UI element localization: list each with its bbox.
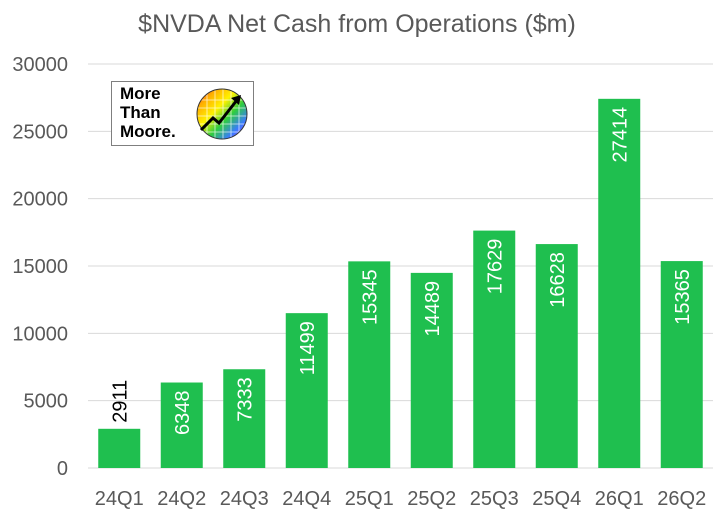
y-axis-ticks: 0 5000 10000 15000 20000 25000 30000 [12,54,68,480]
logo-line-1: More [120,84,161,103]
x-tick-label: 25Q4 [532,488,581,510]
data-label-25Q4: 16628 [547,252,569,308]
data-label-24Q2: 6348 [172,391,194,436]
chart-title: $NVDA Net Cash from Operations ($m) [138,10,576,38]
rainbow-chart-arrow-icon [196,88,248,140]
data-labels: 2911 6348 7333 11499 15345 14489 17629 16628 274… [109,107,694,435]
x-tick-label: 24Q3 [220,488,269,510]
data-label-25Q1: 15345 [359,269,381,325]
bar-25Q1 [348,261,391,468]
x-tick-label: 24Q4 [282,488,331,510]
x-axis-ticks: 24Q1 24Q2 24Q3 24Q4 25Q1 25Q2 25Q3 25Q4 26Q1 26Q2 [95,488,706,510]
y-tick-label: 30000 [12,54,68,76]
more-than-moore-logo: More Than Moore. [111,81,254,146]
x-tick-label: 26Q1 [595,488,644,510]
bar-24Q4 [285,313,328,468]
bar-26Q1 [598,98,641,468]
y-tick-label: 5000 [24,391,69,413]
y-tick-label: 0 [57,458,68,480]
bar-26Q2 [660,261,703,468]
x-tick-label: 24Q1 [95,488,144,510]
x-tick-label: 26Q2 [657,488,706,510]
data-label-25Q3: 17629 [484,239,506,295]
x-tick-label: 25Q2 [407,488,456,510]
data-label-24Q1: 2911 [109,380,131,423]
x-tick-label: 25Q3 [470,488,519,510]
data-label-25Q2: 14489 [422,281,444,337]
bar-24Q2 [160,382,203,468]
bar-25Q2 [410,272,453,468]
y-tick-label: 25000 [12,121,68,143]
bar-25Q3 [473,230,516,468]
data-label-24Q3: 7333 [234,377,256,422]
data-label-26Q2: 15365 [672,269,694,325]
bar-25Q4 [535,244,578,468]
x-tick-label: 25Q1 [345,488,394,510]
data-label-26Q1: 27414 [609,107,631,163]
bar-24Q1 [98,428,141,468]
y-tick-label: 10000 [12,323,68,345]
y-tick-label: 15000 [12,256,68,278]
logo-text: More Than Moore. [120,84,190,141]
bar-24Q3 [223,369,266,468]
x-tick-label: 24Q2 [157,488,206,510]
bars [98,98,703,468]
data-label-24Q4: 11499 [297,321,319,375]
y-tick-label: 20000 [12,189,68,211]
logo-line-2: Than [120,103,161,122]
logo-line-3: Moore. [120,122,176,141]
